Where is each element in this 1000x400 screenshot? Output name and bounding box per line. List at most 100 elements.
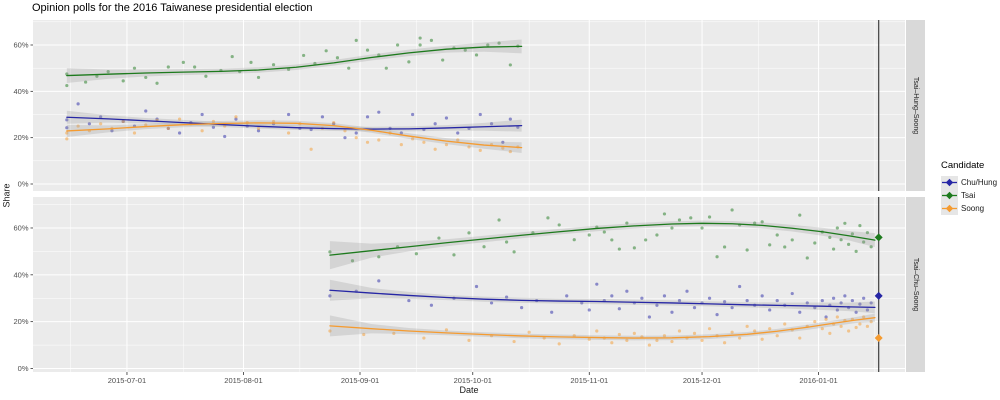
data-point bbox=[670, 226, 674, 230]
y-tick-label: 20% bbox=[13, 317, 28, 326]
data-point bbox=[99, 122, 103, 126]
data-point bbox=[798, 213, 802, 217]
y-axis-title: Share bbox=[1, 183, 12, 208]
data-point bbox=[700, 226, 704, 230]
data-point bbox=[452, 253, 456, 257]
data-point bbox=[76, 102, 80, 106]
data-point bbox=[324, 49, 328, 53]
data-point bbox=[798, 310, 802, 314]
data-point bbox=[249, 60, 253, 64]
legend-key-line-diamond-icon bbox=[941, 202, 958, 215]
panel-background bbox=[33, 197, 905, 372]
data-point bbox=[84, 80, 88, 84]
data-point bbox=[328, 294, 332, 298]
facet-panel-1: Tsai–Chu–Soong 0% 20% 40% 60% bbox=[13, 197, 925, 373]
data-point bbox=[467, 231, 471, 235]
data-point bbox=[595, 329, 599, 333]
data-point bbox=[377, 110, 381, 114]
x-tick-label: 2015-09-01 bbox=[341, 376, 379, 385]
data-point bbox=[707, 296, 712, 300]
data-point bbox=[707, 215, 712, 219]
data-point bbox=[407, 60, 411, 64]
data-point bbox=[700, 338, 704, 342]
data-point bbox=[858, 224, 862, 228]
data-point bbox=[775, 298, 779, 303]
data-point bbox=[328, 329, 332, 333]
data-point bbox=[335, 56, 340, 60]
legend: Candidate Chu/Hung Tsai Soong bbox=[941, 160, 997, 215]
data-point bbox=[433, 122, 437, 126]
data-point bbox=[527, 330, 531, 334]
data-point bbox=[580, 301, 584, 305]
data-point bbox=[177, 117, 182, 121]
data-point bbox=[456, 138, 460, 142]
data-point bbox=[347, 66, 351, 70]
data-point bbox=[99, 115, 103, 119]
data-point bbox=[512, 339, 516, 344]
legend-key-line-diamond-icon bbox=[941, 176, 958, 189]
data-point bbox=[520, 306, 524, 310]
data-point bbox=[200, 129, 204, 133]
data-point bbox=[647, 343, 652, 347]
data-point bbox=[271, 63, 276, 67]
data-point bbox=[418, 43, 422, 47]
y-tick-label: 40% bbox=[13, 270, 28, 279]
data-point bbox=[132, 66, 137, 70]
data-point bbox=[377, 279, 381, 283]
data-point bbox=[843, 221, 847, 225]
facet-panel-0: Tsai–Hung–Soong 0% 20% 40% 60% bbox=[13, 20, 925, 191]
data-point bbox=[813, 306, 817, 310]
data-point bbox=[65, 72, 69, 76]
data-point bbox=[512, 250, 516, 254]
data-point bbox=[869, 245, 873, 249]
data-point bbox=[65, 126, 69, 130]
data-point bbox=[730, 330, 734, 334]
data-point bbox=[617, 247, 621, 251]
data-point bbox=[798, 336, 802, 340]
data-point bbox=[65, 137, 69, 141]
data-point bbox=[677, 218, 682, 222]
data-point bbox=[655, 338, 659, 342]
data-point bbox=[444, 328, 449, 332]
data-point bbox=[234, 117, 238, 121]
data-point bbox=[768, 243, 772, 247]
points-tsai bbox=[65, 36, 520, 88]
data-point bbox=[862, 315, 866, 319]
data-point bbox=[775, 334, 779, 338]
chart-title: Opinion polls for the 2016 Taiwanese pre… bbox=[32, 2, 313, 14]
data-point bbox=[106, 70, 110, 74]
data-point bbox=[753, 329, 757, 333]
data-point bbox=[677, 329, 682, 333]
data-point bbox=[302, 53, 306, 58]
data-point bbox=[256, 75, 261, 80]
data-point bbox=[429, 303, 434, 307]
data-point bbox=[332, 121, 336, 125]
trend-line-soong bbox=[329, 317, 876, 339]
data-point bbox=[399, 131, 403, 135]
data-point bbox=[850, 232, 854, 236]
data-point bbox=[411, 137, 415, 141]
data-point bbox=[617, 307, 621, 311]
data-point bbox=[565, 294, 569, 298]
data-point bbox=[858, 302, 862, 306]
data-point bbox=[110, 129, 114, 133]
data-point bbox=[865, 308, 870, 312]
y-tick-label: 40% bbox=[13, 87, 28, 96]
data-point bbox=[497, 41, 501, 45]
points-chu-hung bbox=[328, 279, 873, 319]
data-point bbox=[354, 131, 358, 135]
data-point bbox=[482, 245, 486, 249]
data-point bbox=[850, 298, 854, 303]
data-point bbox=[835, 226, 839, 230]
data-point bbox=[354, 136, 358, 140]
data-point bbox=[689, 216, 693, 220]
legend-title: Candidate bbox=[941, 160, 985, 171]
data-point bbox=[587, 308, 591, 312]
data-point bbox=[715, 313, 719, 317]
data-point bbox=[309, 147, 313, 151]
x-tick-label: 2015-11-01 bbox=[570, 376, 608, 385]
data-point bbox=[204, 74, 208, 78]
data-point bbox=[437, 236, 441, 240]
data-point bbox=[677, 298, 682, 303]
